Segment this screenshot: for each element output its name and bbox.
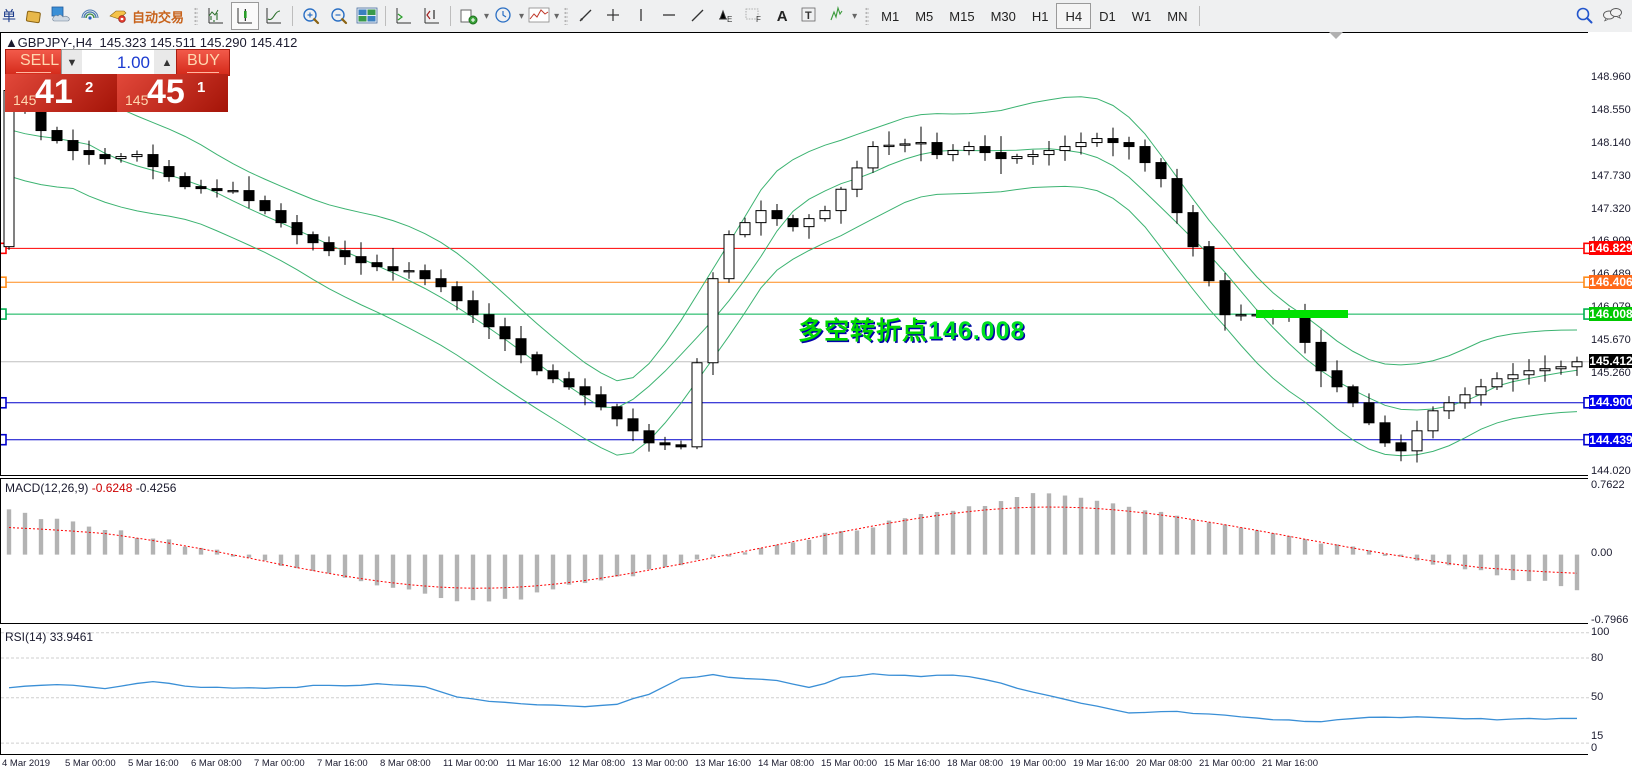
svg-text:E: E bbox=[727, 15, 732, 24]
svg-text:T: T bbox=[805, 10, 812, 22]
svg-text:单: 单 bbox=[2, 8, 16, 24]
svg-text:F: F bbox=[756, 15, 761, 24]
